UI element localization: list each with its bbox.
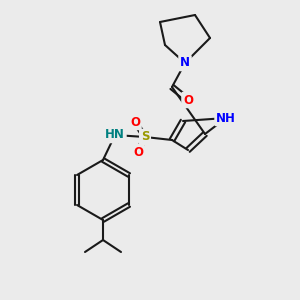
Text: N: N [180, 56, 190, 70]
Text: S: S [141, 130, 149, 143]
Text: O: O [130, 116, 140, 128]
Text: O: O [183, 94, 193, 106]
Text: HN: HN [105, 128, 125, 142]
Text: O: O [133, 146, 143, 158]
Text: NH: NH [216, 112, 236, 124]
